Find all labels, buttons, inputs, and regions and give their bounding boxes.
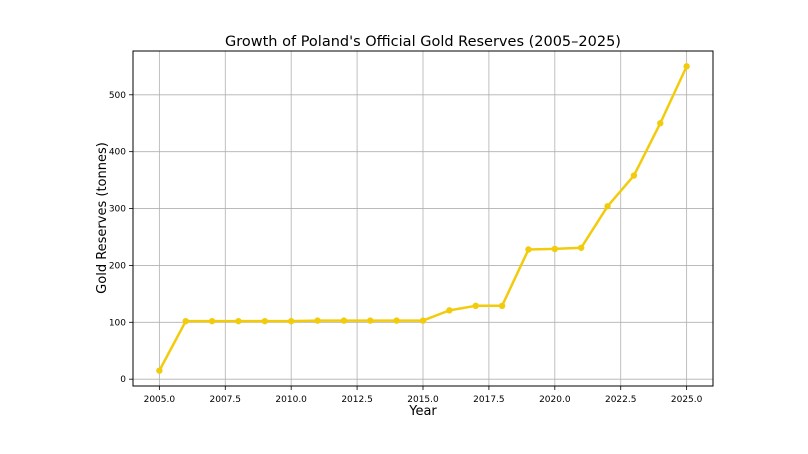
x-tick-label: 2012.5 bbox=[341, 395, 373, 405]
data-point bbox=[525, 246, 532, 253]
data-point bbox=[683, 63, 690, 70]
data-point bbox=[630, 172, 638, 179]
data-point bbox=[393, 317, 400, 324]
data-point bbox=[551, 245, 559, 253]
x-tick-label: 2022.5 bbox=[605, 395, 637, 405]
x-tick-label: 2010.0 bbox=[275, 395, 307, 405]
y-axis-label: Gold Reserves (tonnes) bbox=[95, 142, 110, 294]
data-point bbox=[472, 302, 479, 310]
data-point bbox=[367, 317, 374, 324]
data-point bbox=[577, 244, 585, 251]
x-axis-label: Year bbox=[408, 404, 437, 419]
data-point bbox=[208, 317, 216, 325]
data-point bbox=[446, 307, 453, 314]
y-tick-label: 100 bbox=[109, 318, 126, 328]
y-tick-label: 500 bbox=[109, 91, 126, 101]
x-tick-label: 2005.0 bbox=[144, 395, 176, 405]
data-point bbox=[287, 317, 295, 325]
x-tick-label: 2007.5 bbox=[210, 395, 242, 405]
y-tick-label: 300 bbox=[109, 205, 126, 215]
data-point bbox=[498, 302, 506, 310]
data-point bbox=[261, 317, 269, 325]
plot-frame bbox=[132, 50, 714, 387]
x-tick-label: 2025.0 bbox=[671, 395, 703, 405]
data-point bbox=[340, 317, 348, 324]
x-tick-label: 2020.0 bbox=[539, 395, 571, 405]
chart-title: Growth of Poland's Official Gold Reserve… bbox=[225, 34, 621, 50]
data-point bbox=[182, 317, 189, 325]
data-point bbox=[419, 317, 427, 324]
data-point bbox=[657, 120, 664, 127]
y-tick-label: 200 bbox=[109, 261, 126, 271]
y-tick-label: 0 bbox=[120, 375, 126, 385]
x-tick-label: 2015.0 bbox=[407, 395, 439, 405]
data-point bbox=[235, 317, 242, 325]
x-tick-label: 2017.5 bbox=[473, 395, 505, 405]
y-tick-label: 400 bbox=[109, 148, 126, 158]
data-point bbox=[314, 317, 321, 324]
data-point bbox=[604, 203, 611, 210]
data-point bbox=[156, 367, 163, 374]
